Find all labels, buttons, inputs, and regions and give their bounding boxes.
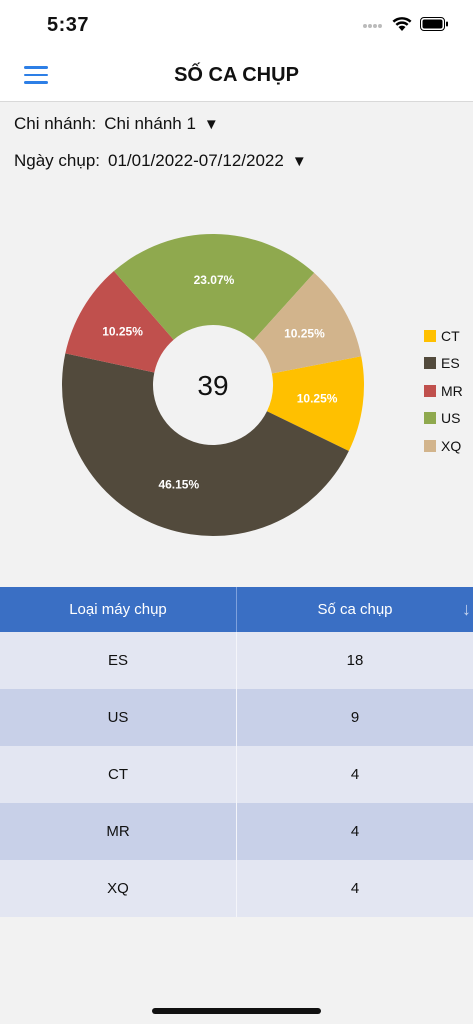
column-header-machine-type[interactable]: Loại máy chụp: [69, 601, 167, 618]
caret-down-icon: ▼: [291, 152, 307, 170]
table-cell: XQ: [107, 880, 129, 897]
legend-item-mr[interactable]: MR: [424, 377, 463, 405]
donut-center-total: 39: [197, 370, 228, 401]
table-row[interactable]: MR 4: [0, 803, 473, 860]
caret-down-icon: ▼: [203, 115, 219, 133]
nav-bar: SỐ CA CHỤP: [0, 50, 473, 102]
legend-swatch: [424, 439, 436, 452]
slice-percent-label: 10.25%: [102, 325, 143, 339]
legend-item-xq[interactable]: XQ: [424, 432, 463, 460]
legend-swatch: [424, 412, 436, 425]
legend-item-ct[interactable]: CT: [424, 322, 463, 350]
table-row[interactable]: ES 18: [0, 632, 473, 689]
date-range-value: 01/01/2022-07/12/2022: [108, 151, 284, 170]
wifi-icon: [392, 16, 412, 37]
branch-dropdown-value: Chi nhánh 1: [104, 114, 196, 133]
table-row[interactable]: CT 4: [0, 746, 473, 803]
table-cell: CT: [108, 766, 128, 783]
cellular-signal-icon: [362, 18, 384, 36]
status-time: 5:37: [47, 14, 90, 36]
table-row[interactable]: US 9: [0, 689, 473, 746]
legend-swatch: [424, 329, 436, 342]
donut-chart: 10.25% 46.15% 10.25% 23.07% 10.25% 39: [0, 225, 473, 545]
slice-percent-label: 23.07%: [194, 273, 235, 287]
pie-slice-mr[interactable]: [65, 271, 174, 373]
legend-label: CT: [441, 327, 460, 344]
table-cell: 9: [236, 689, 473, 746]
column-header-count-label: Số ca chụp: [317, 601, 393, 618]
table-cell: US: [107, 709, 129, 726]
donut-chart-svg: 10.25% 46.15% 10.25% 23.07% 10.25% 39: [61, 234, 364, 537]
legend-label: XQ: [441, 437, 462, 454]
column-header-count[interactable]: Số ca chụp ↓: [236, 587, 473, 632]
legend-label: MR: [441, 382, 463, 399]
slice-percent-label: 10.25%: [284, 326, 325, 340]
arrow-down-icon[interactable]: ↓: [462, 599, 471, 619]
slice-percent-label: 46.15%: [158, 477, 199, 491]
status-bar: 5:37: [0, 0, 473, 50]
table-cell: 4: [236, 746, 473, 803]
hamburger-menu-icon[interactable]: [24, 66, 48, 86]
date-range-dropdown[interactable]: 01/01/2022-07/12/2022 ▼: [108, 151, 307, 171]
data-table: Loại máy chụp Số ca chụp ↓ ES 18 US 9 CT…: [0, 587, 473, 917]
date-filter-label: Ngày chụp:: [14, 151, 100, 170]
page-title: SỐ CA CHỤP: [174, 64, 299, 86]
legend-item-us[interactable]: US: [424, 405, 463, 433]
branch-filter: Chi nhánh: Chi nhánh 1 ▼: [14, 114, 219, 134]
legend-swatch: [424, 357, 436, 370]
table-cell: ES: [107, 652, 128, 669]
status-icons: [362, 16, 449, 37]
home-indicator[interactable]: [152, 1008, 321, 1014]
legend-item-es[interactable]: ES: [424, 350, 463, 378]
table-cell: 4: [236, 860, 473, 917]
slice-percent-label: 10.25%: [297, 392, 338, 406]
table-header: Loại máy chụp Số ca chụp ↓: [0, 587, 473, 632]
table-row[interactable]: XQ 4: [0, 860, 473, 917]
pie-slice-xq[interactable]: [253, 272, 362, 374]
battery-icon: [420, 17, 449, 36]
legend-label: US: [441, 410, 461, 427]
date-filter: Ngày chụp: 01/01/2022-07/12/2022 ▼: [14, 151, 307, 171]
branch-filter-label: Chi nhánh:: [14, 114, 97, 133]
pie-slice-ct[interactable]: [266, 356, 364, 452]
legend-swatch: [424, 384, 436, 397]
table-cell: 18: [236, 632, 473, 689]
branch-dropdown[interactable]: Chi nhánh 1 ▼: [104, 114, 219, 134]
legend-label: ES: [441, 355, 460, 372]
table-cell: 4: [236, 803, 473, 860]
pie-slice-us[interactable]: [113, 234, 315, 341]
pie-slice-es[interactable]: [61, 353, 349, 537]
table-cell: MR: [106, 823, 130, 840]
chart-legend: CT ES MR US XQ: [424, 322, 463, 460]
